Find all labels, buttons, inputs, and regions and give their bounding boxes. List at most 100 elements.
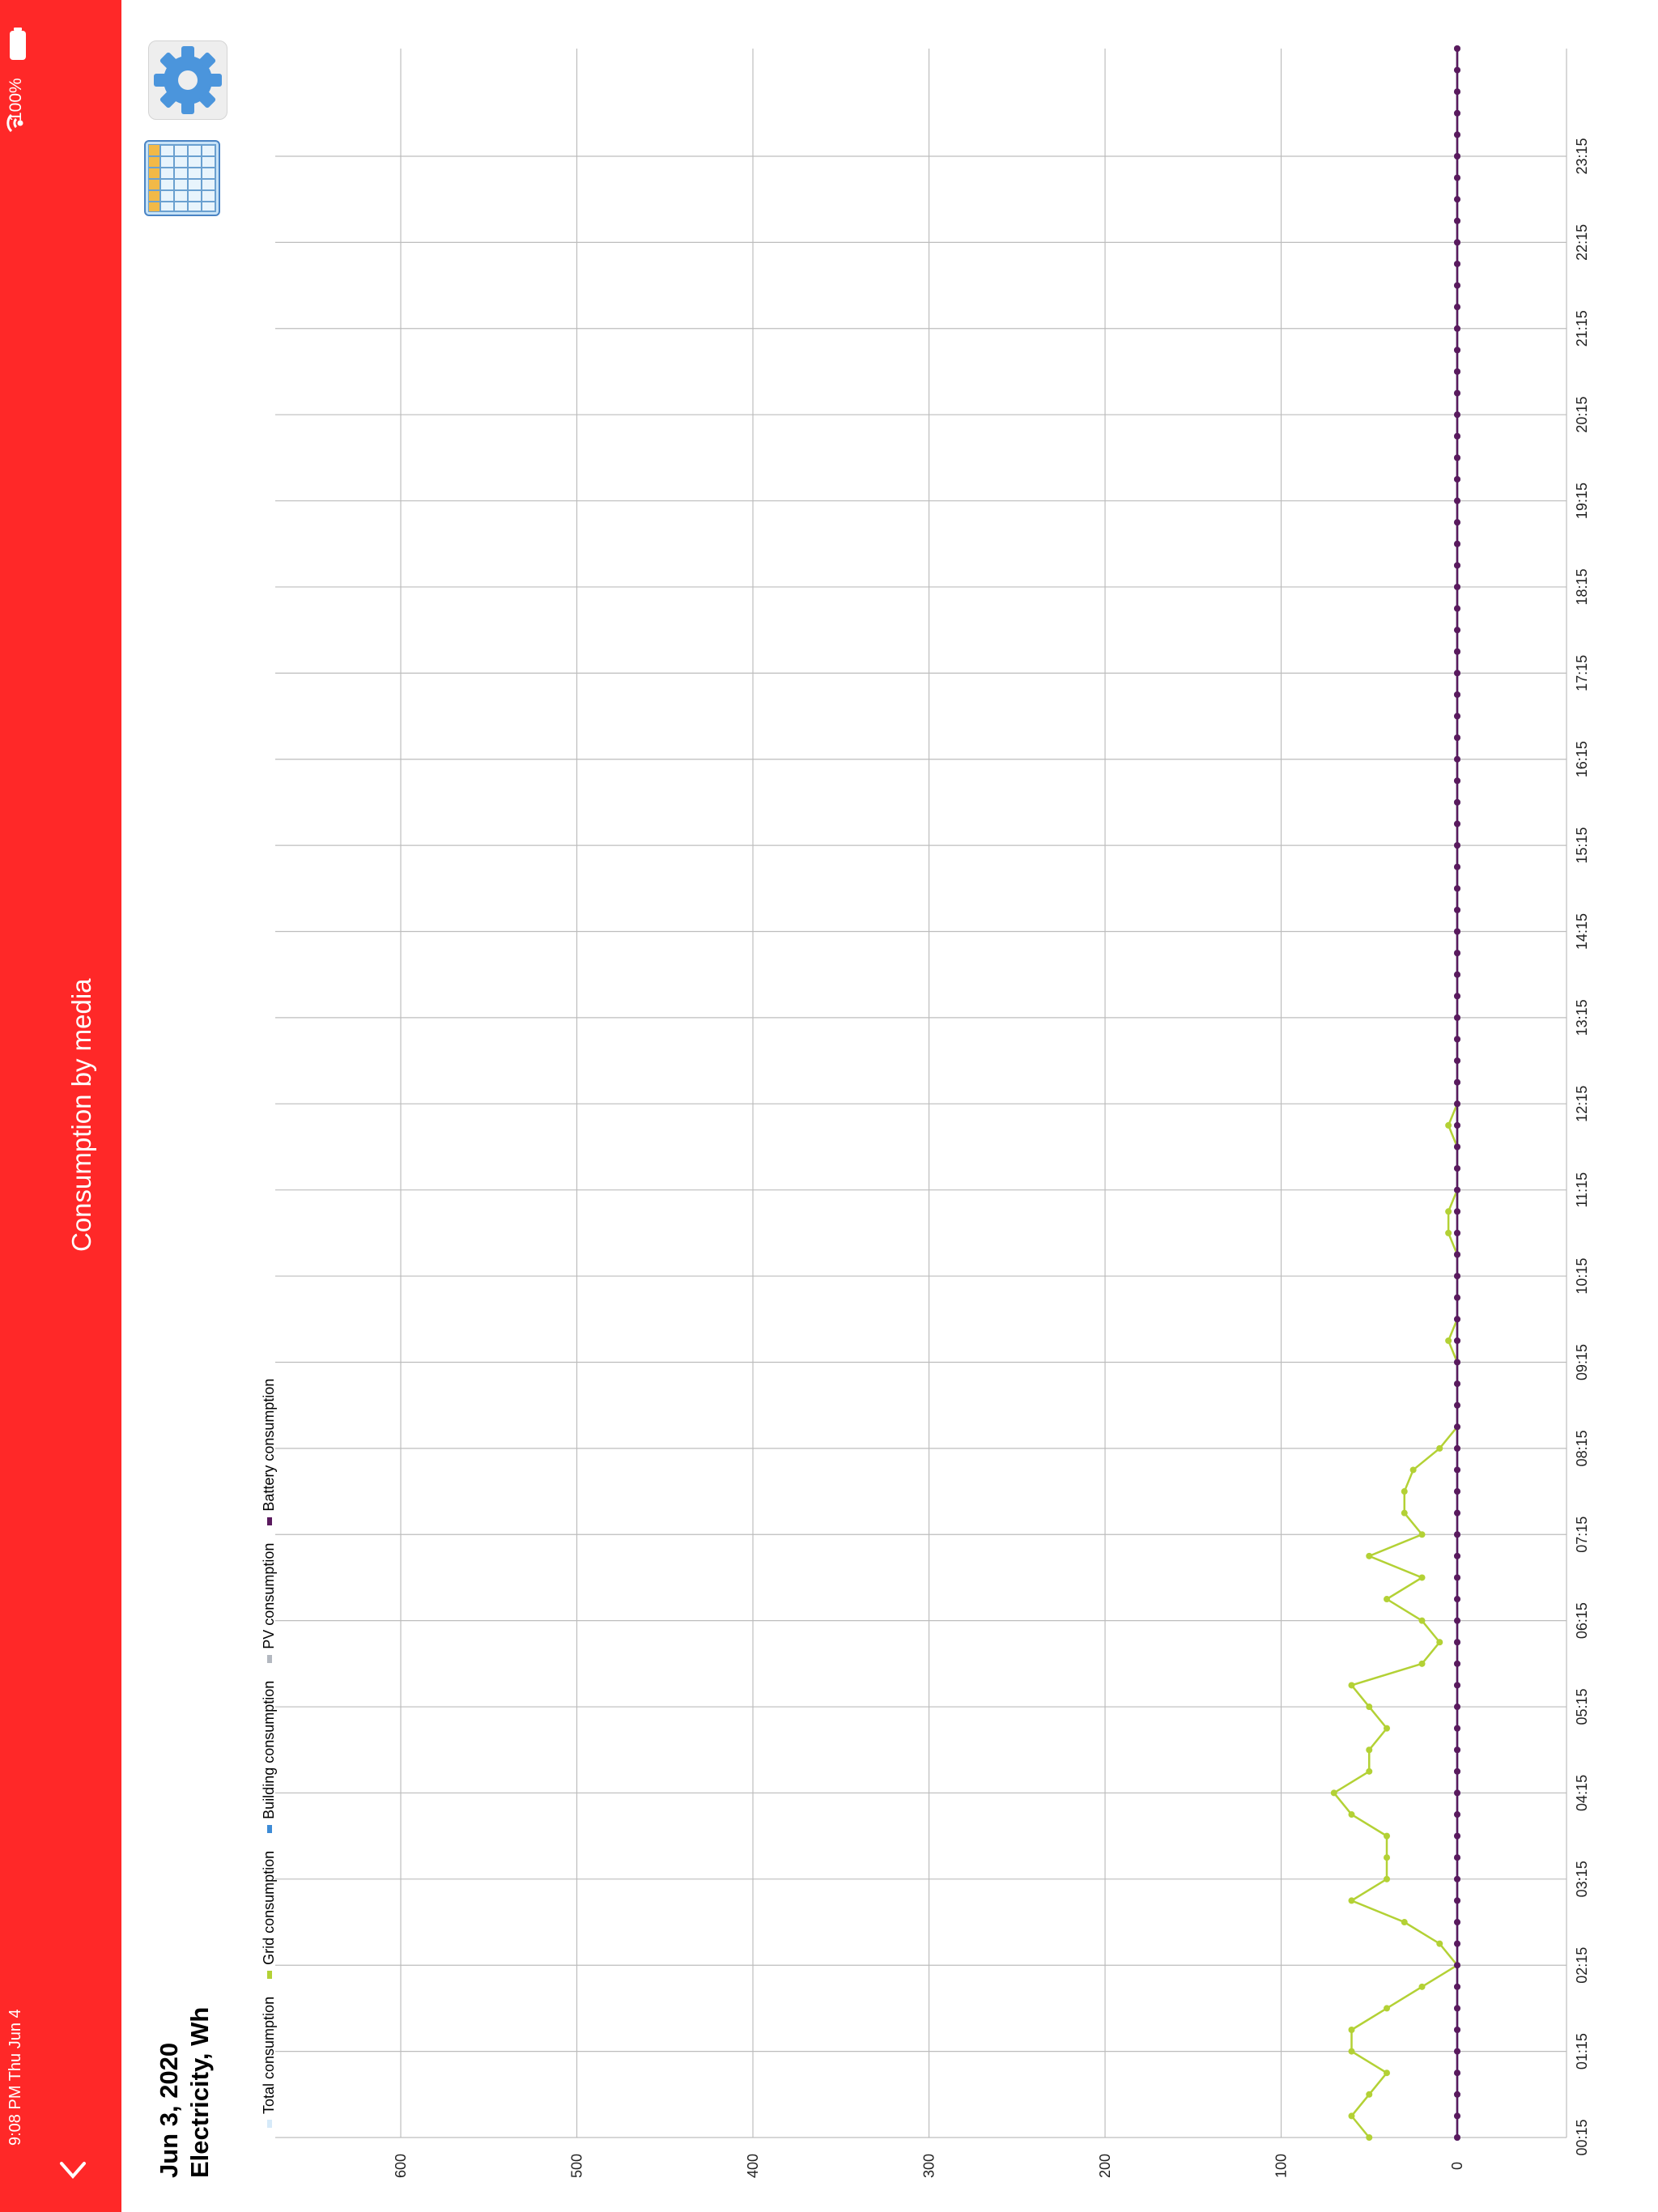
settings-button[interactable] bbox=[148, 40, 227, 120]
data-point bbox=[1454, 304, 1460, 311]
wifi-icon bbox=[6, 113, 23, 133]
data-point bbox=[1454, 432, 1460, 440]
data-point bbox=[1454, 1078, 1460, 1086]
time-tick-label: 06:15 bbox=[1574, 1602, 1590, 1639]
data-point bbox=[1366, 1746, 1373, 1754]
data-point bbox=[1454, 1251, 1460, 1258]
data-point bbox=[1454, 217, 1460, 224]
data-point bbox=[1454, 1509, 1460, 1516]
data-point bbox=[1348, 2027, 1355, 2034]
time-tick-label: 14:15 bbox=[1574, 913, 1590, 950]
data-point bbox=[1384, 1596, 1390, 1603]
data-point bbox=[1454, 820, 1460, 827]
data-point bbox=[1454, 1143, 1460, 1151]
data-point bbox=[1445, 1208, 1452, 1215]
data-point bbox=[1454, 2134, 1460, 2141]
data-point bbox=[1454, 1854, 1460, 1861]
table-view-button[interactable] bbox=[144, 140, 220, 216]
data-point bbox=[1454, 239, 1460, 246]
data-point bbox=[1418, 1617, 1426, 1624]
data-point bbox=[1454, 670, 1460, 677]
data-point bbox=[1348, 2048, 1355, 2055]
data-point bbox=[1454, 152, 1460, 160]
data-point bbox=[1454, 906, 1460, 913]
sidebar: 9:08 PM Thu Jun 4 100% Consumption by me… bbox=[0, 0, 121, 2212]
data-point bbox=[1454, 2112, 1460, 2120]
time-tick-label: 15:15 bbox=[1574, 827, 1590, 864]
data-point bbox=[1454, 885, 1460, 892]
data-point bbox=[1454, 2091, 1460, 2098]
value-tick-label: 400 bbox=[745, 2154, 761, 2178]
time-tick-label: 22:15 bbox=[1574, 224, 1590, 261]
data-point bbox=[1445, 1121, 1452, 1129]
data-point bbox=[1454, 1811, 1460, 1819]
data-point bbox=[1454, 971, 1460, 978]
data-point bbox=[1418, 1660, 1426, 1667]
gear-icon bbox=[154, 46, 222, 114]
data-point bbox=[1454, 2069, 1460, 2077]
data-point bbox=[1366, 2134, 1373, 2141]
status-icons bbox=[6, 28, 26, 133]
time-tick-label: 03:15 bbox=[1574, 1861, 1590, 1897]
data-point bbox=[1454, 1402, 1460, 1409]
data-point bbox=[1348, 1682, 1355, 1689]
data-point bbox=[1454, 454, 1460, 462]
data-point bbox=[1454, 109, 1460, 117]
time-tick-label: 10:15 bbox=[1574, 1258, 1590, 1295]
time-tick-label: 02:15 bbox=[1574, 1947, 1590, 1984]
data-point bbox=[1436, 1639, 1443, 1646]
data-point bbox=[1454, 88, 1460, 96]
data-point bbox=[1401, 1919, 1408, 1926]
data-point bbox=[1454, 1789, 1460, 1797]
time-tick-label: 08:15 bbox=[1574, 1430, 1590, 1466]
data-point bbox=[1454, 1962, 1460, 1969]
data-point bbox=[1454, 1531, 1460, 1538]
back-button[interactable] bbox=[57, 2154, 89, 2186]
series-line bbox=[1332, 49, 1459, 2138]
data-point bbox=[1454, 497, 1460, 504]
data-point bbox=[1454, 1725, 1460, 1732]
data-point bbox=[1454, 260, 1460, 267]
time-tick-label: 04:15 bbox=[1574, 1775, 1590, 1811]
data-point bbox=[1454, 777, 1460, 785]
data-point bbox=[1409, 1466, 1417, 1474]
data-point bbox=[1366, 1767, 1373, 1775]
data-point bbox=[1401, 1509, 1408, 1516]
time-tick-label: 17:15 bbox=[1574, 655, 1590, 691]
time-tick-label: 19:15 bbox=[1574, 483, 1590, 519]
data-point bbox=[1454, 1660, 1460, 1667]
data-point bbox=[1348, 1897, 1355, 1904]
time-tick-label: 13:15 bbox=[1574, 999, 1590, 1036]
data-point bbox=[1454, 627, 1460, 634]
data-point bbox=[1454, 1229, 1460, 1236]
data-point bbox=[1454, 993, 1460, 1000]
data-point bbox=[1454, 389, 1460, 397]
data-point bbox=[1454, 950, 1460, 957]
data-point bbox=[1418, 1574, 1426, 1581]
data-point bbox=[1454, 1014, 1460, 1021]
data-point bbox=[1366, 1552, 1373, 1559]
data-point bbox=[1330, 1789, 1337, 1797]
data-point bbox=[1454, 1767, 1460, 1775]
data-point bbox=[1454, 475, 1460, 483]
time-tick-label: 21:15 bbox=[1574, 310, 1590, 347]
data-point bbox=[1401, 1488, 1408, 1495]
data-point bbox=[1454, 45, 1460, 52]
data-point bbox=[1454, 1488, 1460, 1495]
time-tick-label: 05:15 bbox=[1574, 1689, 1590, 1725]
data-point bbox=[1454, 411, 1460, 419]
data-point bbox=[1454, 325, 1460, 332]
data-point bbox=[1454, 648, 1460, 655]
data-point bbox=[1384, 2005, 1390, 2012]
time-tick-label: 20:15 bbox=[1574, 397, 1590, 433]
battery-icon bbox=[10, 28, 26, 60]
time-tick-label: 09:15 bbox=[1574, 1344, 1590, 1380]
data-point bbox=[1454, 605, 1460, 612]
data-point bbox=[1454, 282, 1460, 289]
time-tick-label: 23:15 bbox=[1574, 138, 1590, 174]
value-tick-label: 600 bbox=[393, 2154, 409, 2178]
data-point bbox=[1384, 2069, 1390, 2077]
data-point bbox=[1454, 1919, 1460, 1926]
data-point bbox=[1366, 1704, 1373, 1711]
